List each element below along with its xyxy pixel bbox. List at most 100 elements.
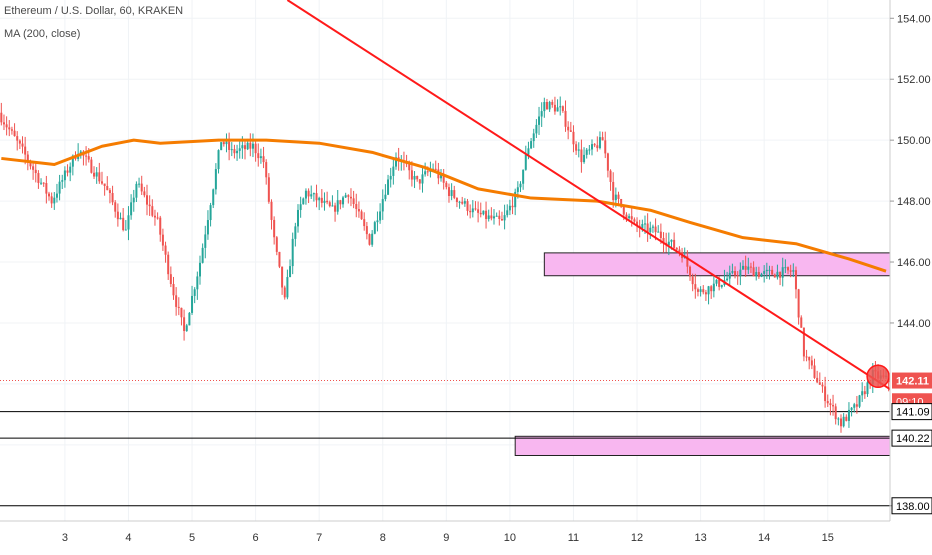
candle-body [527,148,530,155]
candle-body [236,150,239,154]
candle-body [816,377,819,383]
candle-body [492,216,496,219]
candle-body [559,106,562,108]
candle-body [670,239,673,242]
candle-body [442,175,445,183]
candle-body [575,144,578,151]
candle-body [734,271,737,276]
candle-body [556,107,559,112]
time-tick-label: 12 [631,532,643,544]
candle-body [569,130,572,132]
candle-body [720,285,723,287]
candle-body [699,289,702,292]
candle-body [469,210,472,213]
candle-body [620,198,623,207]
price-tick-label: 152.00 [897,74,931,86]
price-label-box [891,403,932,421]
candle-body [379,211,382,221]
candle-body [29,161,32,167]
candle-body [418,179,421,184]
candle-body [169,274,172,284]
candle-body [251,143,254,149]
candle-body [42,182,45,184]
candle-body [580,149,583,163]
time-tick-label: 6 [253,532,259,544]
candle-body [167,254,170,275]
candle-body [10,129,13,131]
candle-body [540,111,543,117]
candle-body [201,247,204,263]
candle-body [2,122,5,125]
candle-body [339,200,342,205]
candle-body [490,215,493,219]
candle-body [16,136,19,141]
candle-body [477,209,480,213]
candle-body [58,181,61,194]
candle-body [349,196,352,199]
time-axis: 3 4 5 6 7 8 9 10 11 12 13 14 15 [0,520,890,544]
candle-body [138,183,141,185]
candle-body [498,215,501,219]
candle-body [485,210,488,219]
candle-body [659,231,662,238]
candle-body [424,171,427,175]
candle-body [784,267,787,269]
breakout-marker [866,364,890,389]
candle-body [257,153,260,159]
candle-body [254,143,257,154]
candle-body [71,155,74,167]
candle-body [863,391,866,395]
candle-body [273,219,276,238]
candle-body [204,234,207,248]
moving-average-line [1,138,887,273]
candle-body [373,222,376,234]
candle-body [426,171,429,173]
candle-body [193,289,196,296]
price-tick-label: 154.00 [897,13,931,25]
time-tick-label: 3 [62,532,68,544]
candle-body [858,395,861,407]
candle-body [789,270,792,272]
candle-body [90,159,93,173]
candle-body [85,155,88,157]
candle-body [296,209,299,227]
candle-body [244,145,247,150]
candle-body [842,416,845,427]
candle-body [228,141,231,150]
candle-body [312,193,315,195]
candle-body [238,148,241,151]
candle-body [458,201,461,203]
candle-body [61,180,64,182]
price-label-box [892,372,932,389]
candle-body [344,195,347,198]
candle-body [839,418,843,427]
candle-body [675,247,678,250]
candle-body [707,286,710,295]
candle-body [741,265,744,270]
candle-body [220,142,223,151]
candle-body [262,156,265,163]
candle-body [522,169,525,184]
candle-body [487,215,490,219]
candle-body [847,409,850,421]
candle-body [482,210,485,215]
candle-body [781,267,784,278]
candle-body [453,190,456,198]
trendline [286,0,892,391]
candle-body [826,401,829,404]
candle-body [832,405,835,407]
candle-body [757,272,760,277]
candle-body [800,317,803,328]
candle-body [829,403,832,406]
candle-body [604,140,607,154]
time-tick-label: 15 [822,532,834,544]
candle-body [270,201,273,220]
candle-body [612,181,615,201]
candle-body [315,193,318,201]
candle-body [318,197,321,201]
candle-body [392,166,395,176]
candle-body [712,283,715,292]
candle-body [304,190,307,199]
price-tick-label: 150.00 [897,135,931,147]
